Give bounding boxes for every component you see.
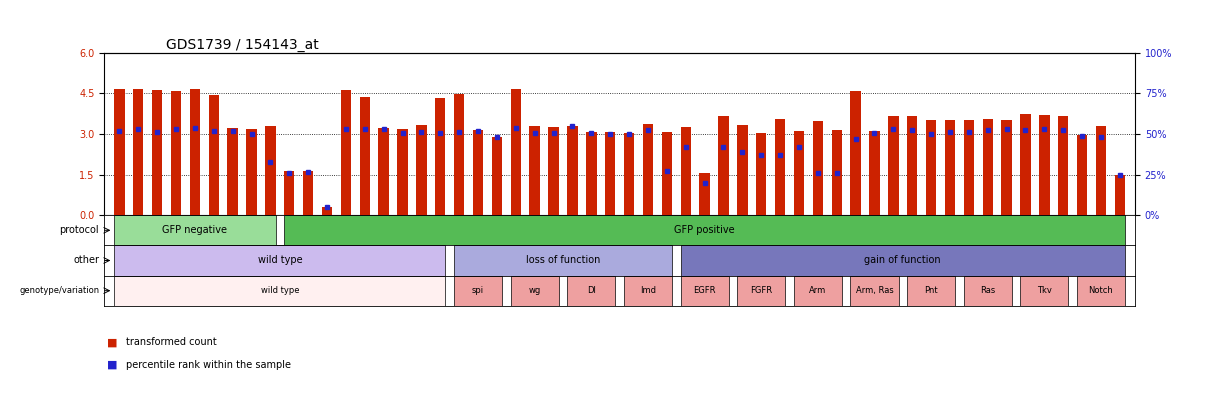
Text: wg: wg xyxy=(529,286,541,295)
Bar xyxy=(114,215,276,245)
Bar xyxy=(832,130,842,215)
Bar xyxy=(303,171,313,215)
Bar xyxy=(1021,115,1031,215)
Bar xyxy=(1077,135,1087,215)
Text: spi: spi xyxy=(472,286,485,295)
Text: transformed count: transformed count xyxy=(126,337,217,347)
Bar xyxy=(1001,119,1012,215)
Bar xyxy=(360,97,371,215)
Bar xyxy=(454,245,672,275)
Bar xyxy=(737,275,785,306)
Bar xyxy=(963,275,1012,306)
Bar xyxy=(623,132,634,215)
Bar xyxy=(265,126,276,215)
Bar xyxy=(492,136,502,215)
Bar xyxy=(227,128,238,215)
Bar xyxy=(869,131,880,215)
Text: Ras: Ras xyxy=(980,286,995,295)
Bar xyxy=(681,275,729,306)
Text: Imd: Imd xyxy=(640,286,656,295)
Text: gain of function: gain of function xyxy=(865,256,941,266)
Text: Arm: Arm xyxy=(810,286,827,295)
Bar xyxy=(756,132,767,215)
Text: percentile rank within the sample: percentile rank within the sample xyxy=(126,360,291,369)
Bar xyxy=(1021,275,1069,306)
Bar xyxy=(567,126,578,215)
Text: loss of function: loss of function xyxy=(526,256,600,266)
Text: GFP negative: GFP negative xyxy=(162,225,227,235)
Bar xyxy=(247,129,256,215)
Bar xyxy=(587,132,596,215)
Bar xyxy=(681,245,1125,275)
Text: Notch: Notch xyxy=(1088,286,1113,295)
Bar xyxy=(699,173,709,215)
Bar xyxy=(378,128,389,215)
Bar xyxy=(209,95,218,215)
Text: FGFR: FGFR xyxy=(750,286,772,295)
Bar xyxy=(510,275,558,306)
Bar xyxy=(133,89,144,215)
Bar xyxy=(171,91,182,215)
Bar xyxy=(114,89,125,215)
Bar xyxy=(454,275,502,306)
Text: Arm, Ras: Arm, Ras xyxy=(855,286,893,295)
Bar xyxy=(907,275,955,306)
Bar xyxy=(454,94,464,215)
Bar xyxy=(926,120,936,215)
Bar xyxy=(1096,126,1107,215)
Bar xyxy=(416,125,427,215)
Bar xyxy=(681,127,691,215)
Bar xyxy=(605,132,616,215)
Bar xyxy=(775,119,785,215)
Text: protocol: protocol xyxy=(60,225,99,235)
Bar xyxy=(812,121,823,215)
Bar xyxy=(321,207,333,215)
Bar xyxy=(945,120,955,215)
Text: genotype/variation: genotype/variation xyxy=(18,286,99,295)
Bar xyxy=(114,245,445,275)
Bar xyxy=(1058,116,1069,215)
Bar xyxy=(907,115,918,215)
Bar xyxy=(794,275,842,306)
Bar xyxy=(530,126,540,215)
Bar xyxy=(152,90,162,215)
Bar xyxy=(888,116,898,215)
Text: GDS1739 / 154143_at: GDS1739 / 154143_at xyxy=(166,38,319,51)
Bar xyxy=(737,125,747,215)
Bar xyxy=(472,130,483,215)
Bar xyxy=(436,98,445,215)
Bar xyxy=(285,171,294,215)
Bar xyxy=(190,89,200,215)
Bar xyxy=(794,131,804,215)
Bar xyxy=(114,275,445,306)
Bar xyxy=(850,92,861,215)
Text: wild type: wild type xyxy=(260,286,299,295)
Bar xyxy=(1114,175,1125,215)
Bar xyxy=(1039,115,1049,215)
Bar xyxy=(285,215,1125,245)
Bar xyxy=(1077,275,1125,306)
Text: ■: ■ xyxy=(107,360,118,369)
Text: other: other xyxy=(74,256,99,266)
Text: wild type: wild type xyxy=(258,256,302,266)
Text: GFP positive: GFP positive xyxy=(675,225,735,235)
Text: Dl: Dl xyxy=(587,286,596,295)
Text: EGFR: EGFR xyxy=(693,286,715,295)
Bar xyxy=(963,120,974,215)
Bar xyxy=(643,124,653,215)
Text: ■: ■ xyxy=(107,337,118,347)
Bar xyxy=(623,275,672,306)
Bar xyxy=(567,275,616,306)
Bar xyxy=(548,127,558,215)
Bar xyxy=(718,116,729,215)
Text: Tkv: Tkv xyxy=(1037,286,1052,295)
Bar xyxy=(398,128,407,215)
Text: Pnt: Pnt xyxy=(924,286,937,295)
Bar xyxy=(983,119,993,215)
Bar xyxy=(341,90,351,215)
Bar xyxy=(661,132,672,215)
Bar xyxy=(850,275,898,306)
Bar xyxy=(510,89,521,215)
